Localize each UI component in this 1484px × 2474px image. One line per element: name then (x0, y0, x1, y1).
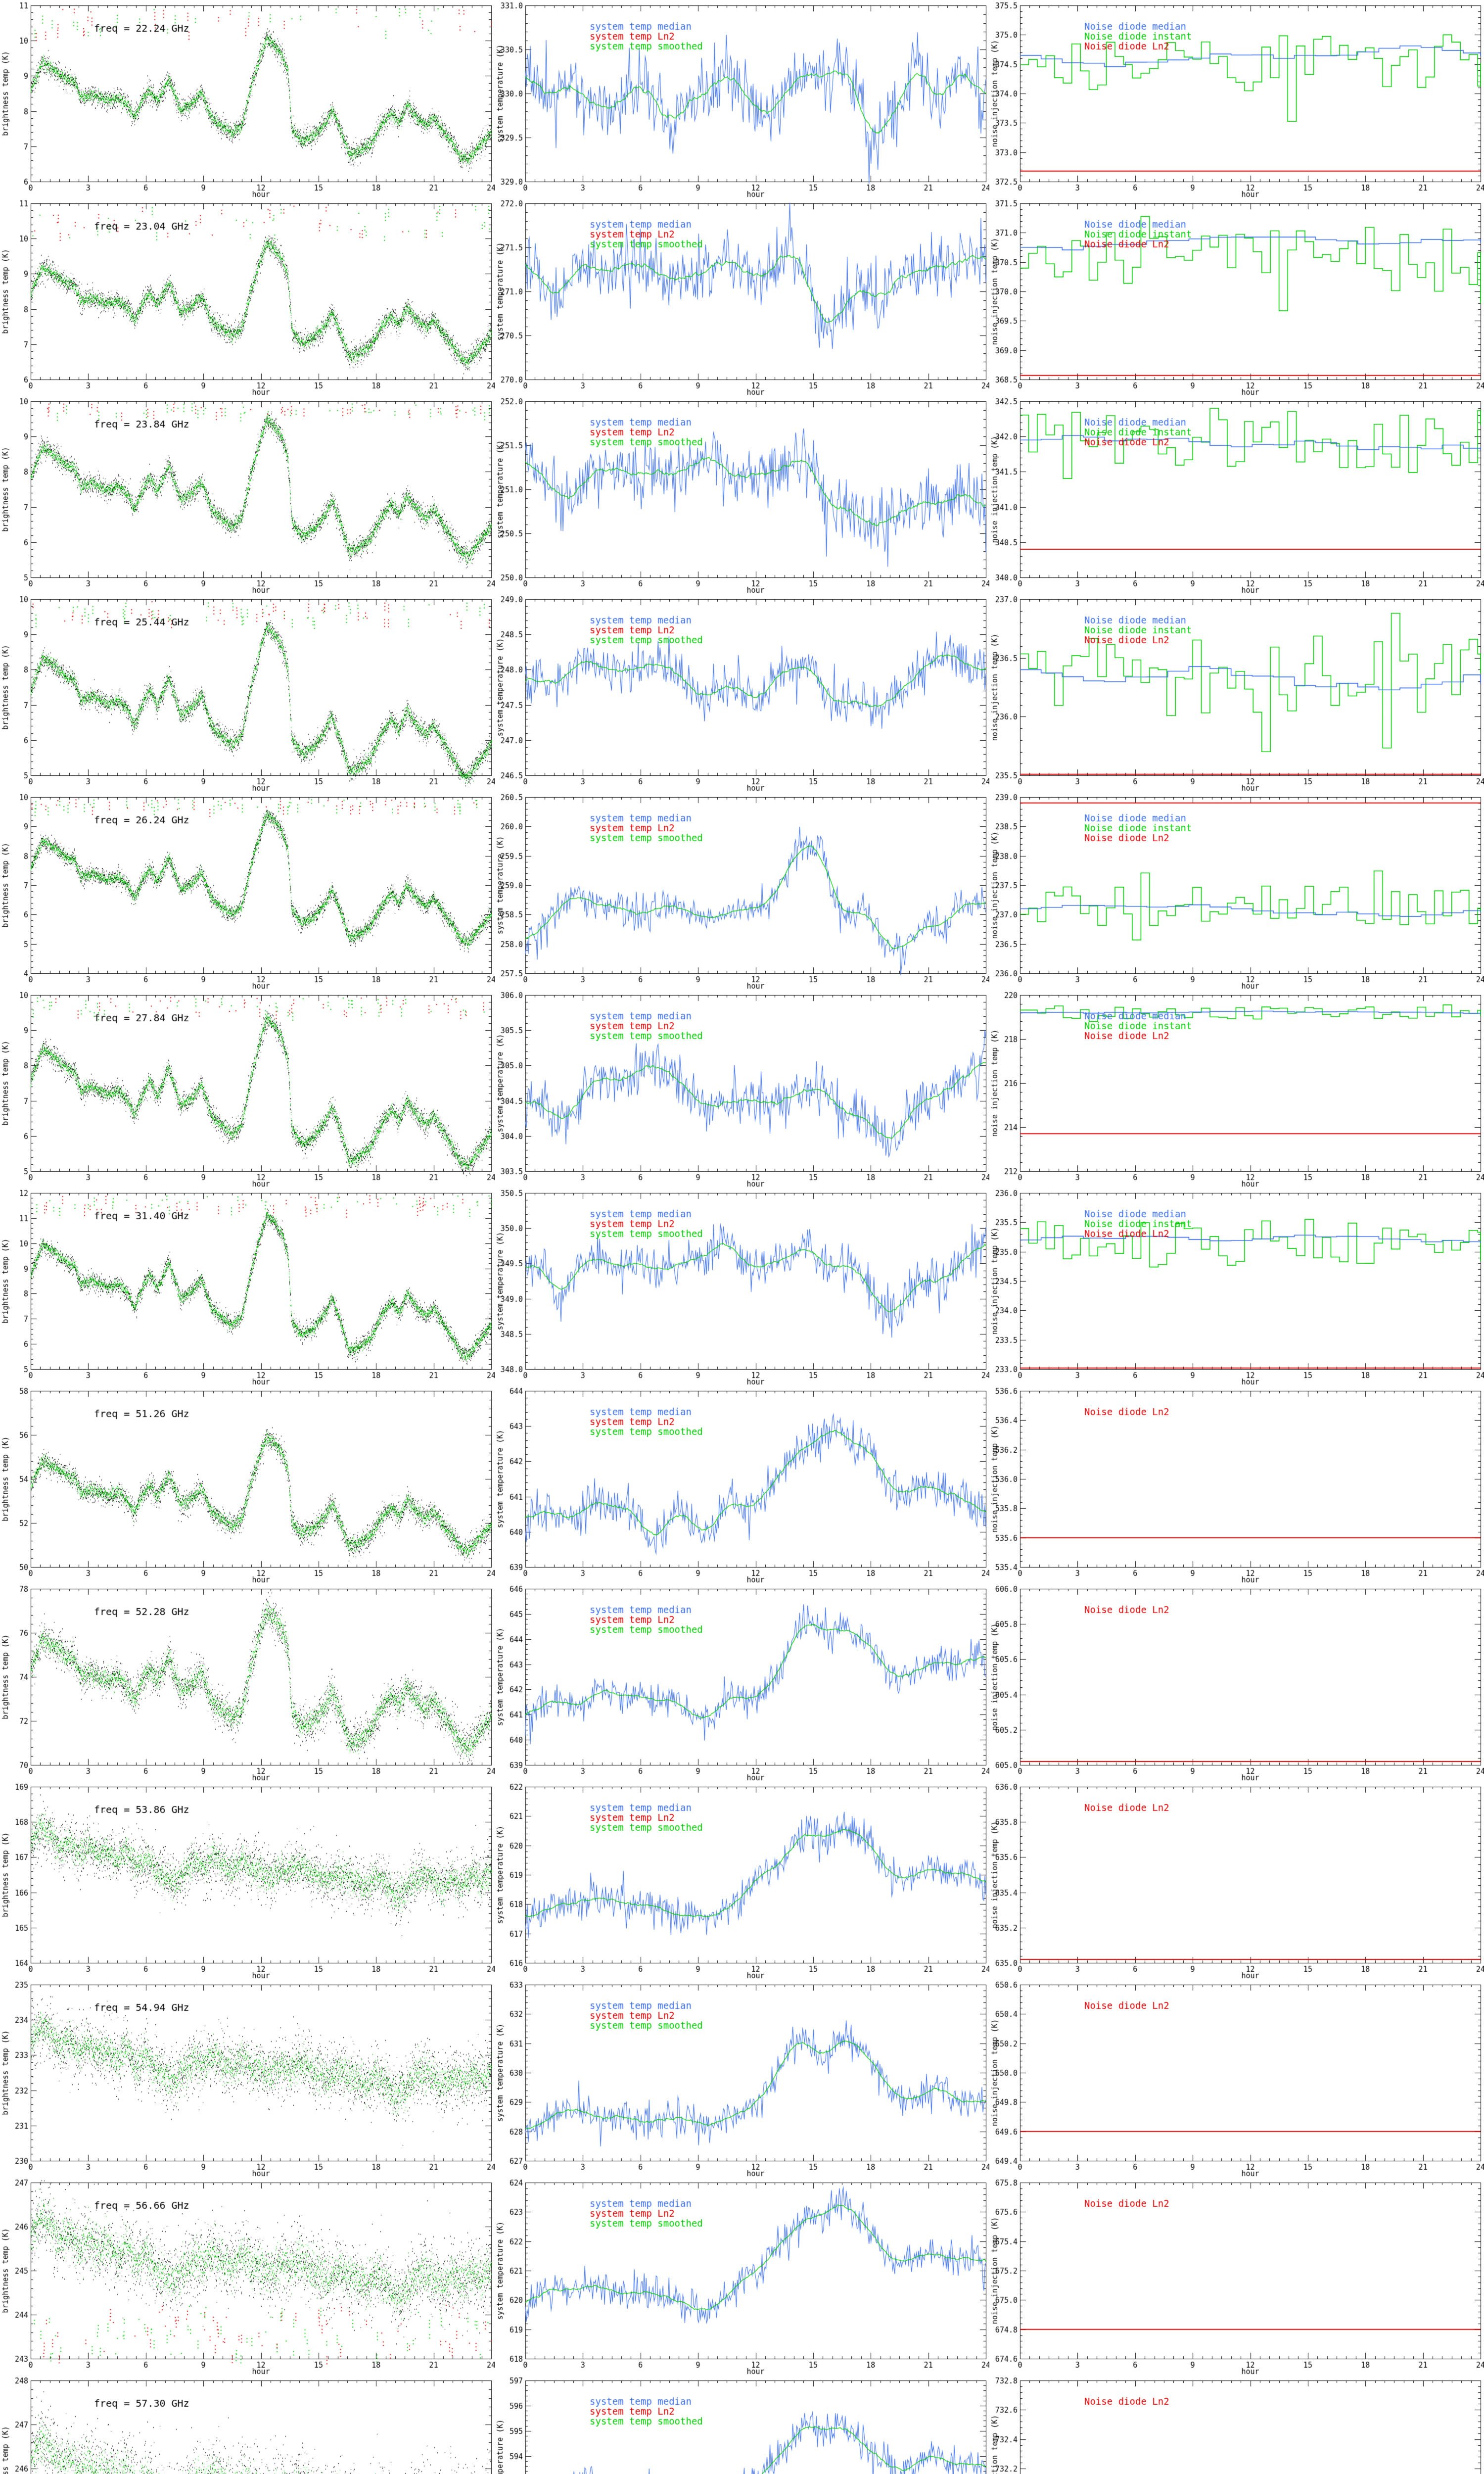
noise-diode-chart-11 (989, 1979, 1484, 2177)
brightness-temp-chart-10 (0, 1781, 495, 1979)
plot-cell-8-right (989, 1385, 1484, 1583)
plot-cell-6-left (0, 990, 495, 1188)
system-temp-chart-8 (495, 1385, 989, 1583)
plot-cell-3-left (0, 396, 495, 594)
noise-diode-chart-5 (989, 792, 1484, 990)
noise-diode-chart-8 (989, 1385, 1484, 1583)
plot-cell-7-left (0, 1188, 495, 1385)
plot-cell-13-mid (495, 2375, 989, 2474)
brightness-temp-chart-7 (0, 1188, 495, 1385)
plot-cell-10-mid (495, 1781, 989, 1979)
system-temp-chart-10 (495, 1781, 989, 1979)
plot-row-11 (0, 1979, 1484, 2177)
plot-row-7 (0, 1188, 1484, 1385)
plot-row-13 (0, 2375, 1484, 2474)
plot-cell-7-right (989, 1188, 1484, 1385)
plot-cell-8-mid (495, 1385, 989, 1583)
plot-cell-5-mid (495, 792, 989, 990)
noise-diode-chart-4 (989, 594, 1484, 792)
system-temp-chart-12 (495, 2177, 989, 2375)
plot-cell-2-mid (495, 198, 989, 396)
plot-cell-12-left (0, 2177, 495, 2375)
plot-cell-4-mid (495, 594, 989, 792)
brightness-temp-chart-2 (0, 198, 495, 396)
plot-cell-12-right (989, 2177, 1484, 2375)
brightness-temp-chart-1 (0, 0, 495, 198)
plot-row-8 (0, 1385, 1484, 1583)
brightness-temp-chart-3 (0, 396, 495, 594)
plot-cell-3-mid (495, 396, 989, 594)
plot-cell-4-left (0, 594, 495, 792)
plot-cell-4-right (989, 594, 1484, 792)
system-temp-chart-5 (495, 792, 989, 990)
plot-row-6 (0, 990, 1484, 1188)
system-temp-chart-1 (495, 0, 989, 198)
system-temp-chart-7 (495, 1188, 989, 1385)
plot-row-4 (0, 594, 1484, 792)
plot-row-9 (0, 1583, 1484, 1781)
brightness-temp-chart-4 (0, 594, 495, 792)
plot-cell-11-mid (495, 1979, 989, 2177)
plot-row-5 (0, 792, 1484, 990)
plot-cell-13-right (989, 2375, 1484, 2474)
noise-diode-chart-9 (989, 1583, 1484, 1781)
plot-cell-9-left (0, 1583, 495, 1781)
system-temp-chart-2 (495, 198, 989, 396)
noise-diode-chart-6 (989, 990, 1484, 1188)
plot-cell-5-right (989, 792, 1484, 990)
plot-row-3 (0, 396, 1484, 594)
plot-cell-2-left (0, 198, 495, 396)
plot-cell-3-right (989, 396, 1484, 594)
plot-cell-9-right (989, 1583, 1484, 1781)
plot-cell-1-mid (495, 0, 989, 198)
brightness-temp-chart-6 (0, 990, 495, 1188)
plot-cell-10-left (0, 1781, 495, 1979)
noise-diode-chart-7 (989, 1188, 1484, 1385)
plot-cell-1-left (0, 0, 495, 198)
brightness-temp-chart-12 (0, 2177, 495, 2375)
plot-cell-12-mid (495, 2177, 989, 2375)
noise-diode-chart-10 (989, 1781, 1484, 1979)
brightness-temp-chart-8 (0, 1385, 495, 1583)
plot-cell-9-mid (495, 1583, 989, 1781)
plot-cell-8-left (0, 1385, 495, 1583)
noise-diode-chart-1 (989, 0, 1484, 198)
plot-cell-5-left (0, 792, 495, 990)
plot-cell-10-right (989, 1781, 1484, 1979)
system-temp-chart-4 (495, 594, 989, 792)
plot-cell-11-left (0, 1979, 495, 2177)
plot-row-1 (0, 0, 1484, 198)
system-temp-chart-13 (495, 2375, 989, 2474)
plot-cell-13-left (0, 2375, 495, 2474)
noise-diode-chart-3 (989, 396, 1484, 594)
system-temp-chart-9 (495, 1583, 989, 1781)
noise-diode-chart-2 (989, 198, 1484, 396)
plot-cell-1-right (989, 0, 1484, 198)
noise-diode-chart-12 (989, 2177, 1484, 2375)
brightness-temp-chart-11 (0, 1979, 495, 2177)
system-temp-chart-11 (495, 1979, 989, 2177)
plot-row-12 (0, 2177, 1484, 2375)
noise-diode-chart-13 (989, 2375, 1484, 2474)
plot-cell-11-right (989, 1979, 1484, 2177)
brightness-temp-chart-13 (0, 2375, 495, 2474)
plot-row-2 (0, 198, 1484, 396)
plot-cell-6-mid (495, 990, 989, 1188)
plot-row-10 (0, 1781, 1484, 1979)
brightness-temp-chart-5 (0, 792, 495, 990)
system-temp-chart-6 (495, 990, 989, 1188)
plot-cell-6-right (989, 990, 1484, 1188)
plot-cell-2-right (989, 198, 1484, 396)
system-temp-chart-3 (495, 396, 989, 594)
brightness-temp-chart-9 (0, 1583, 495, 1781)
plot-cell-7-mid (495, 1188, 989, 1385)
